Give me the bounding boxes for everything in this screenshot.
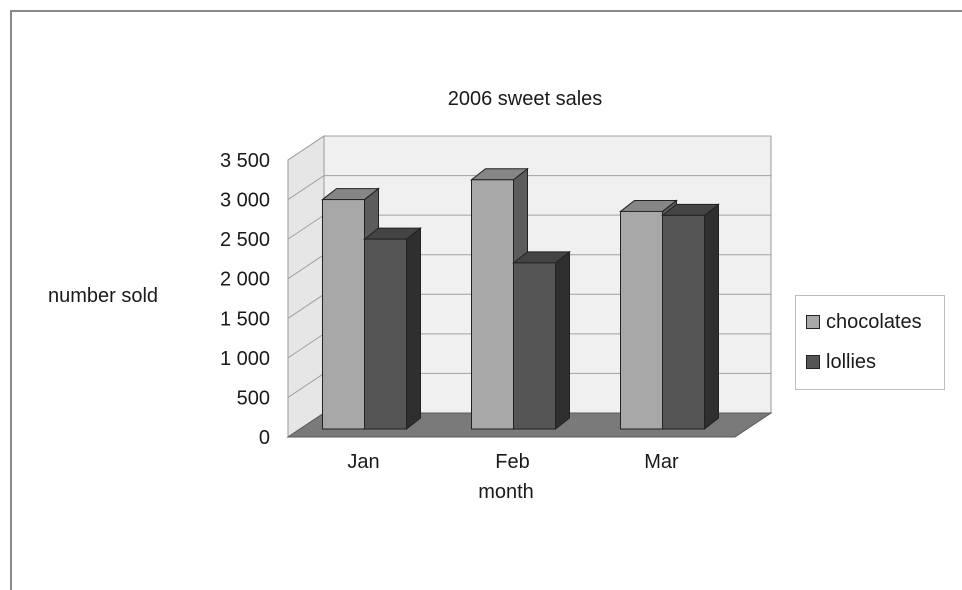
legend: chocolates lollies [795, 295, 945, 390]
legend-item-lollies: lollies [806, 351, 876, 373]
y-tick-label: 500 [237, 387, 270, 409]
bar-side [704, 203, 719, 431]
bar-lollies-Jan [363, 227, 422, 431]
y-tick-label: 1 000 [220, 348, 270, 370]
y-tick-label: 3 000 [220, 190, 270, 212]
y-tick-label: 1 500 [220, 308, 270, 330]
legend-label-lollies: lollies [826, 350, 877, 373]
bar-front [620, 210, 663, 430]
bar-front [513, 262, 556, 430]
bars [321, 167, 720, 431]
y-tick-label: 0 [259, 427, 270, 449]
bar-lollies-Mar [661, 203, 720, 431]
bar-side [406, 227, 421, 431]
chart-frame [10, 10, 962, 590]
bar-lollies-Feb [512, 250, 571, 431]
bar-front [662, 214, 705, 430]
x-axis-label: month [478, 481, 534, 503]
y-tick-label: 3 500 [220, 150, 270, 172]
y-tick-label: 2 500 [220, 229, 270, 251]
chart-title: 2006 sweet sales [448, 88, 603, 110]
gridline [287, 135, 771, 161]
y-tick-label: 2 000 [220, 269, 270, 291]
x-axis-ticks: Jan Feb Mar [347, 451, 679, 473]
x-tick-label: Feb [495, 451, 529, 473]
bar-front [364, 238, 407, 430]
bar-front [471, 179, 514, 430]
y-axis-label: number sold [48, 285, 158, 307]
gridline [287, 175, 771, 200]
side-wall [287, 135, 325, 438]
legend-swatch-lollies [806, 355, 820, 369]
y-axis-ticks: 0 500 1 000 1 500 2 000 2 500 3 000 3 500 [220, 150, 270, 449]
x-tick-label: Mar [644, 451, 679, 473]
x-tick-label: Jan [347, 451, 379, 473]
bar-side [555, 250, 570, 431]
legend-label-chocolates: chocolates [826, 310, 922, 333]
legend-item-chocolates: chocolates [806, 311, 922, 333]
bar-front [322, 199, 365, 430]
legend-swatch-chocolates [806, 315, 820, 329]
